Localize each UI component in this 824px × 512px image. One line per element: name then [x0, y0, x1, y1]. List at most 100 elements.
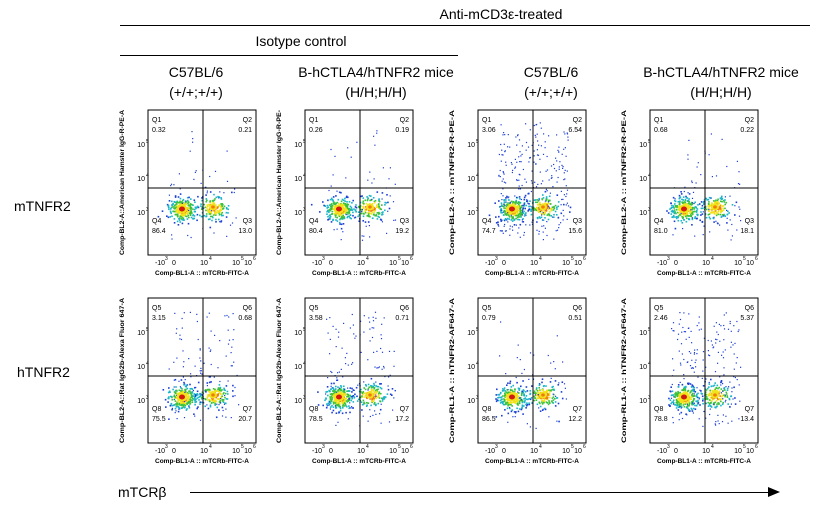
quadrant-name: Q8 — [482, 406, 491, 413]
event-dot — [198, 396, 200, 399]
event-dot — [210, 212, 213, 215]
event-dot — [325, 398, 327, 400]
event-dot — [510, 214, 512, 216]
event-dot — [214, 390, 216, 392]
event-dot — [738, 215, 741, 217]
event-dot — [694, 408, 697, 410]
event-dot — [536, 149, 538, 151]
event-dot — [376, 390, 378, 393]
event-dot — [690, 209, 692, 211]
event-dot — [543, 225, 545, 227]
event-dot — [335, 328, 337, 330]
event-dot — [330, 206, 333, 208]
event-dot — [516, 393, 518, 395]
event-dot — [710, 133, 712, 135]
event-dot — [205, 200, 207, 203]
event-dot — [720, 216, 723, 218]
event-dot — [380, 392, 382, 395]
event-dot — [523, 202, 526, 204]
event-dot — [183, 212, 185, 215]
row-label-mtnfr2: mTNFR2 — [14, 198, 71, 214]
event-dot — [691, 197, 694, 199]
event-dot — [199, 401, 202, 403]
x-tick-exp: 3 — [495, 256, 498, 262]
event-dot — [516, 144, 518, 146]
event-dot — [686, 199, 689, 202]
event-dot — [505, 201, 507, 203]
event-dot — [514, 401, 516, 404]
event-dot — [358, 220, 360, 222]
event-dot — [317, 391, 319, 393]
event-dot — [537, 394, 539, 396]
plot-y-axis-title: Comp-BL2-A::Rat IgG2b-Alexa Fluor 647-A — [276, 298, 283, 443]
event-dot — [200, 203, 202, 205]
event-dot — [331, 203, 333, 205]
event-dot — [548, 394, 551, 397]
event-dot — [714, 371, 717, 373]
event-dot — [548, 179, 550, 181]
event-dot — [695, 182, 697, 184]
column-header-1-line1: C57BL/6 — [168, 64, 224, 80]
event-dot — [186, 384, 189, 386]
event-dot — [682, 203, 685, 205]
event-dot — [333, 399, 336, 401]
event-dot — [205, 209, 207, 212]
event-dot — [338, 191, 341, 194]
event-dot — [372, 414, 374, 416]
event-dot — [713, 221, 715, 223]
event-dot — [377, 215, 379, 218]
event-dot — [232, 313, 234, 315]
event-dot — [371, 203, 374, 205]
event-dot — [550, 215, 552, 217]
event-dot — [686, 214, 689, 217]
event-dot — [208, 347, 210, 349]
event-dot — [520, 385, 522, 388]
event-dot — [520, 155, 522, 157]
event-dot — [189, 402, 192, 404]
event-dot — [680, 405, 682, 407]
event-dot — [679, 413, 681, 415]
event-dot — [190, 210, 192, 212]
event-dot — [685, 215, 687, 218]
event-dot — [190, 393, 193, 396]
event-dot — [372, 385, 375, 388]
event-dot — [171, 200, 173, 203]
event-dot — [507, 214, 509, 216]
event-dot — [737, 183, 740, 185]
event-dot — [690, 213, 692, 215]
event-dot — [564, 133, 566, 135]
event-dot — [672, 210, 675, 213]
event-dot — [334, 391, 336, 394]
event-dot — [190, 396, 192, 399]
event-dot — [566, 170, 568, 172]
event-dot — [357, 205, 360, 208]
event-dot — [369, 215, 371, 218]
event-dot — [504, 218, 507, 220]
event-dot — [707, 401, 709, 404]
event-dot — [525, 395, 528, 397]
event-dot — [557, 384, 560, 386]
event-dot — [365, 225, 367, 227]
event-dot — [708, 213, 711, 215]
event-dot — [688, 409, 690, 412]
event-dot — [342, 393, 345, 395]
event-dot — [689, 365, 692, 367]
event-dot — [707, 393, 709, 396]
event-dot — [375, 381, 377, 383]
event-dot — [505, 373, 507, 375]
event-dot — [510, 215, 513, 218]
event-dot — [186, 215, 188, 218]
event-dot — [528, 208, 530, 210]
event-dot — [181, 317, 183, 320]
event-dot — [535, 399, 538, 401]
event-dot — [364, 209, 367, 212]
event-dot — [717, 402, 719, 404]
event-dot — [670, 397, 673, 399]
event-dot — [727, 387, 729, 390]
event-dot — [707, 203, 710, 205]
event-dot — [523, 368, 525, 371]
y-tick-label: 10 — [467, 330, 475, 337]
event-dot — [192, 214, 194, 217]
event-dot — [538, 387, 540, 389]
column-header-3-line2: (+/+;+/+) — [524, 84, 578, 100]
